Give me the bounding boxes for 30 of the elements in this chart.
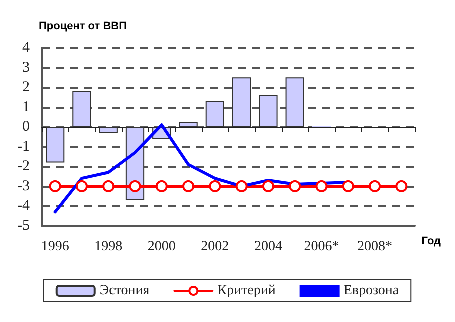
bar [206, 101, 225, 128]
y-tick-label: -5 [18, 218, 30, 234]
bar [46, 127, 65, 163]
y-tick-label: 3 [22, 60, 30, 76]
y-tick-label: 2 [22, 80, 30, 96]
legend-label: Еврозона [344, 284, 400, 298]
x-tick-label: 1996 [41, 240, 70, 254]
y-tick-label: 4 [22, 40, 30, 56]
bar [259, 95, 278, 128]
legend-label: Эстония [100, 284, 150, 298]
x-axis-title: Год [422, 236, 442, 248]
x-tick-label: 2002 [201, 240, 230, 254]
x-tick-label: 2004 [254, 240, 282, 254]
bar [232, 78, 252, 128]
y-tick-label: 0 [22, 119, 30, 136]
y-axis-title: Процент от ВВП [39, 20, 128, 32]
bar [286, 78, 304, 128]
bar [99, 127, 118, 134]
bar [72, 92, 92, 128]
y-tick-label: -2 [18, 158, 30, 175]
y-tick-label: 1 [22, 99, 30, 116]
x-tick-label: 1998 [94, 240, 123, 254]
legend-label: Критерий [218, 284, 276, 298]
y-tick-label: -4 [18, 198, 30, 214]
y-tick-label: -3 [18, 178, 30, 194]
x-tick-label: 2006* [304, 240, 340, 254]
y-tick-label: -1 [18, 138, 30, 155]
x-tick-label: 2008* [358, 240, 393, 254]
bar [179, 122, 198, 128]
x-tick-label: 2000 [148, 240, 176, 254]
